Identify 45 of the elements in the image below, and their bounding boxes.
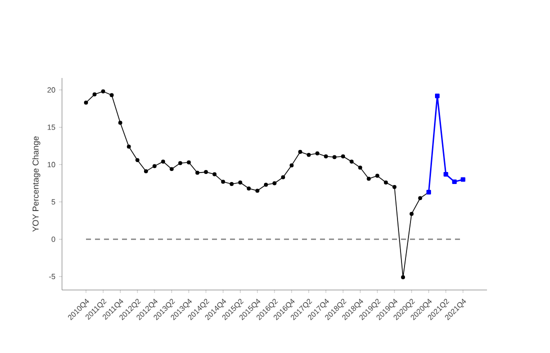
point — [118, 120, 122, 125]
point — [332, 155, 336, 160]
point — [152, 164, 157, 168]
point — [306, 152, 311, 157]
point — [101, 89, 106, 94]
point — [204, 170, 208, 174]
point — [264, 182, 268, 187]
point — [272, 181, 277, 186]
point — [246, 186, 251, 190]
point — [195, 170, 200, 175]
point — [170, 167, 174, 172]
point — [178, 161, 182, 166]
point — [435, 94, 440, 98]
point — [255, 188, 260, 193]
point — [221, 180, 226, 184]
point — [144, 169, 148, 174]
point — [418, 196, 422, 200]
point — [358, 166, 362, 170]
point — [126, 144, 131, 149]
point — [350, 160, 354, 164]
point — [324, 154, 328, 158]
point — [238, 180, 242, 184]
point — [392, 184, 396, 189]
point — [212, 172, 217, 176]
point — [135, 158, 140, 162]
point — [410, 212, 414, 216]
point — [452, 179, 457, 184]
point — [161, 160, 166, 164]
point — [401, 275, 406, 280]
point — [84, 100, 88, 105]
point — [460, 177, 466, 182]
point — [281, 175, 286, 180]
point — [375, 174, 380, 178]
point — [110, 93, 114, 98]
y-axis-title: YOY Percentage Change — [32, 136, 40, 232]
point — [230, 182, 234, 186]
point — [298, 150, 302, 154]
point — [186, 160, 191, 164]
point — [92, 92, 97, 96]
point — [384, 180, 388, 184]
point — [290, 163, 294, 168]
point — [315, 151, 320, 156]
point — [444, 172, 448, 177]
point — [366, 176, 371, 181]
point — [341, 154, 346, 158]
